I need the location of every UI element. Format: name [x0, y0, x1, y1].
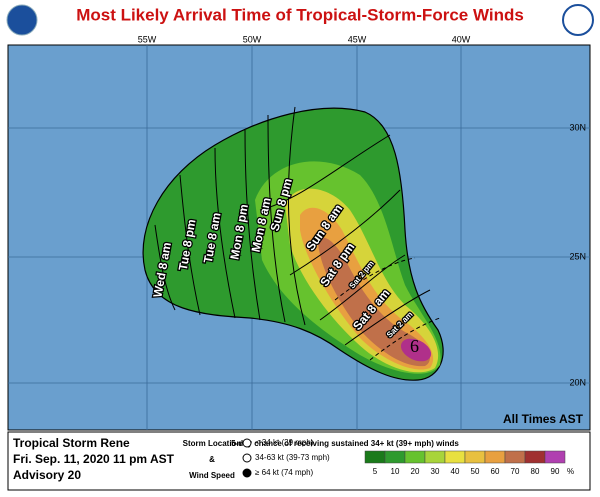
times-note: All Times AST: [503, 412, 584, 426]
scale-value: 80: [531, 467, 540, 476]
legend-item: 34-63 kt (39-73 mph): [255, 453, 330, 462]
scale-value: 30: [431, 467, 440, 476]
lat-label: 25N: [569, 251, 586, 261]
lon-label: 55W: [138, 34, 157, 44]
cone-90: [400, 338, 432, 362]
scale-value: 50: [471, 467, 480, 476]
scale-value: 20: [411, 467, 420, 476]
scale-value: 5: [373, 467, 378, 476]
lat-label: 20N: [569, 377, 586, 387]
scale-swatch: [384, 450, 406, 464]
noaa-logo: [6, 4, 38, 36]
legend-item: < 34 kt (39 mph): [255, 438, 314, 447]
scale-unit: %: [567, 467, 574, 476]
scale-value: 90: [551, 467, 560, 476]
legend-title: Storm Location: [183, 439, 242, 448]
scale-swatch: [524, 450, 546, 464]
legend-item: ≥ 64 kt (74 mph): [255, 468, 314, 477]
scale-value: 70: [511, 467, 520, 476]
title: Most Likely Arrival Time of Tropical-Sto…: [76, 5, 524, 24]
cone-80: [318, 237, 430, 367]
storm-name: Tropical Storm Rene: [13, 436, 130, 450]
scale-title: 5-day chance of receiving sustained 34+ …: [231, 439, 459, 448]
scale-swatch: [484, 450, 506, 464]
lon-label: 50W: [243, 34, 262, 44]
nws-logo: [562, 4, 594, 36]
lon-label: 40W: [452, 34, 471, 44]
scale-value: 60: [491, 467, 500, 476]
scale-swatch: [444, 450, 466, 464]
scale-swatch: [364, 450, 386, 464]
lat-label: 30N: [569, 122, 586, 132]
isochrones: [154, 106, 441, 361]
legend-symbol: [242, 468, 252, 478]
scale-swatch: [404, 450, 426, 464]
storm-symbol: 6: [410, 336, 419, 356]
scale-swatch: [424, 450, 446, 464]
legend-symbol: [242, 453, 252, 463]
legend-symbol: [242, 438, 252, 448]
lon-label: 45W: [348, 34, 367, 44]
scale-swatch: [544, 450, 566, 464]
advisory-number: Advisory 20: [13, 468, 81, 482]
legend-title: &: [209, 455, 215, 464]
scale-swatch: [504, 450, 526, 464]
scale-value: 10: [391, 467, 400, 476]
scale-swatch: [464, 450, 486, 464]
legend-title: Wind Speed: [189, 471, 235, 480]
scale-value: 40: [451, 467, 460, 476]
advisory-date: Fri. Sep. 11, 2020 11 pm AST: [13, 452, 175, 466]
